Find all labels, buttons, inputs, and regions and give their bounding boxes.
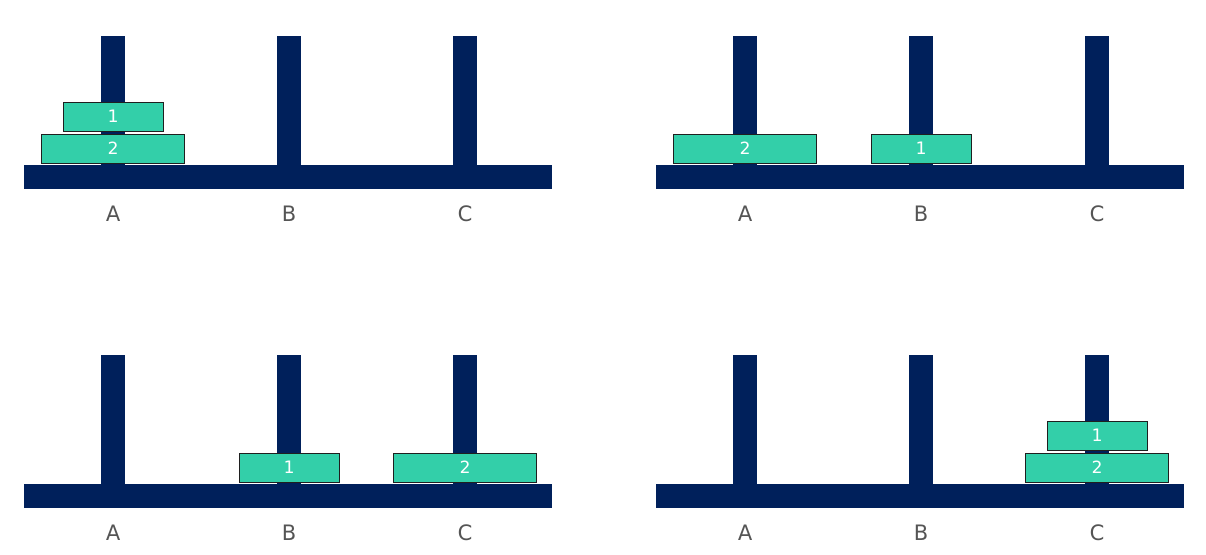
- disk-1: 1: [871, 134, 972, 164]
- disk-2: 2: [41, 134, 185, 164]
- hanoi-base: [24, 484, 552, 508]
- peg-c: [453, 36, 477, 166]
- peg-a: [733, 355, 757, 485]
- peg-b: [277, 36, 301, 166]
- disk-2: 2: [673, 134, 817, 164]
- peg-label-b: B: [901, 520, 941, 546]
- disk-2: 2: [1025, 453, 1169, 483]
- peg-label-c: C: [1077, 201, 1117, 227]
- disk-1: 1: [1047, 421, 1148, 451]
- disk-1: 1: [63, 102, 164, 132]
- hanoi-state-3: A B 1 C 2: [24, 319, 552, 549]
- peg-b: [909, 355, 933, 485]
- hanoi-base: [24, 165, 552, 189]
- hanoi-base: [656, 165, 1184, 189]
- peg-label-a: A: [725, 201, 765, 227]
- peg-label-c: C: [445, 520, 485, 546]
- peg-label-b: B: [901, 201, 941, 227]
- peg-label-a: A: [93, 520, 133, 546]
- peg-c: [1085, 36, 1109, 166]
- peg-label-c: C: [445, 201, 485, 227]
- peg-label-a: A: [93, 201, 133, 227]
- peg-label-b: B: [269, 520, 309, 546]
- hanoi-state-2: A 2 B 1 C: [656, 0, 1184, 230]
- peg-label-b: B: [269, 201, 309, 227]
- hanoi-base: [656, 484, 1184, 508]
- peg-label-c: C: [1077, 520, 1117, 546]
- peg-label-a: A: [725, 520, 765, 546]
- disk-1: 1: [239, 453, 340, 483]
- peg-a: [101, 355, 125, 485]
- disk-2: 2: [393, 453, 537, 483]
